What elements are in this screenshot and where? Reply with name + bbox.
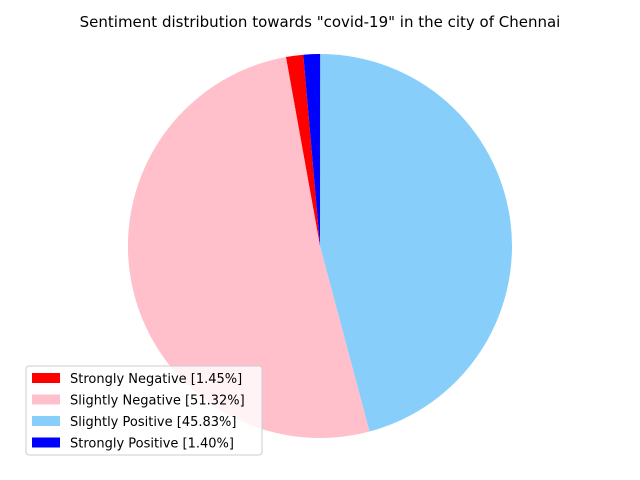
pie-slice-slightly-negative	[127, 57, 370, 439]
legend: Strongly Negative [1.45%] Slightly Negati…	[25, 365, 263, 456]
pie-slice-strongly-positive	[303, 53, 321, 246]
legend-frame	[25, 365, 263, 456]
legend-label-1: Slightly Negative [51.32%]	[70, 394, 245, 409]
legend-label-2: Slightly Positive [45.83%]	[70, 415, 236, 430]
pie-slice-slightly-positive	[320, 54, 512, 432]
legend-swatch-0	[32, 373, 60, 383]
legend-swatch-2	[32, 416, 60, 426]
legend-swatch-1	[32, 394, 60, 405]
legend-label-0: Strongly Negative [1.45%]	[70, 372, 242, 387]
legend-swatch-3	[32, 437, 60, 448]
legend-label-3: Strongly Positive [1.40%]	[70, 437, 234, 452]
pie	[127, 53, 512, 439]
pie-slice-strongly-negative	[285, 54, 320, 247]
chart-title: Sentiment distribution towards "covid-19…	[80, 13, 561, 31]
